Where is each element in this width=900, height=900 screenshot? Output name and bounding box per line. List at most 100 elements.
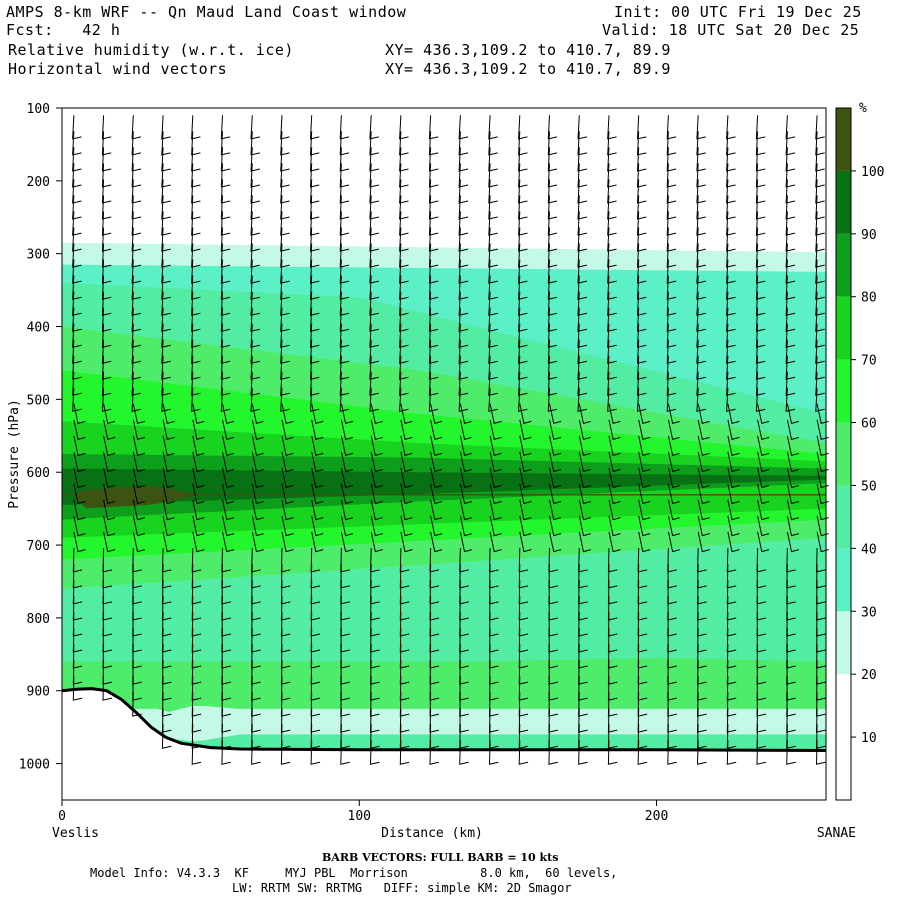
wind-barb [726, 195, 736, 220]
wind-barb [727, 531, 740, 553]
wind-barb [666, 131, 677, 156]
wind-barb [72, 195, 82, 220]
wind-barb [519, 483, 532, 505]
wind-barb [280, 195, 290, 220]
wind-barb [161, 195, 171, 220]
wind-barb [636, 355, 647, 380]
wind-barb [548, 740, 559, 765]
wind-barb [370, 515, 383, 537]
wind-barb [161, 275, 171, 300]
wind-barb [755, 323, 766, 348]
wind-barb [726, 243, 736, 268]
wind-barb [103, 531, 116, 553]
wind-barb [72, 355, 82, 380]
wind-barb [488, 179, 498, 204]
wind-barb [519, 451, 532, 473]
wind-barb [549, 435, 562, 457]
wind-barb [458, 387, 469, 412]
wind-barb [608, 515, 621, 537]
wind-barb [400, 403, 413, 425]
wind-barb [547, 227, 558, 252]
wind-barb [757, 499, 770, 521]
wind-barb [608, 403, 621, 425]
wind-barb [697, 483, 710, 505]
y-tick-label: 900 [27, 685, 50, 700]
wind-barb [489, 531, 502, 553]
wind-barb [339, 323, 350, 348]
wind-barb [131, 243, 142, 268]
wind-barb [667, 483, 681, 505]
wind-barb [488, 115, 498, 140]
wind-barb [428, 131, 439, 156]
wind-barb [161, 115, 171, 140]
wind-barb [340, 740, 350, 765]
wind-barb [72, 163, 82, 188]
wind-barb [755, 259, 766, 284]
wind-barb [577, 211, 588, 236]
wind-barb [458, 275, 469, 300]
wind-barb [577, 163, 588, 188]
terrain-outline [61, 687, 827, 752]
wind-barb [489, 499, 502, 521]
wind-barb [369, 275, 379, 300]
colorbar-tick-label: 60 [861, 417, 877, 432]
y-tick-label: 300 [27, 248, 50, 263]
wind-barb [547, 387, 558, 412]
colorbar-tick-label: 100 [861, 165, 884, 180]
wind-barb [192, 451, 205, 473]
wind-barb [280, 147, 290, 172]
wind-barb [192, 499, 205, 521]
wind-barb [607, 179, 617, 204]
wind-barb [309, 275, 320, 300]
wind-barb [220, 131, 231, 156]
wind-barb [785, 323, 796, 348]
wind-barb [756, 740, 767, 765]
wind-barb [727, 515, 740, 537]
wind-barb [727, 435, 740, 457]
wind-barb [785, 339, 796, 364]
wind-barb [489, 419, 502, 441]
wind-barb [696, 147, 706, 172]
wind-barb [192, 467, 205, 489]
field-label-wind: Horizontal wind vectors [8, 60, 228, 78]
wind-barb [785, 307, 796, 332]
colorbar-segment [836, 296, 851, 360]
wind-barb [220, 211, 231, 236]
wind-barb [488, 291, 498, 316]
wind-barb [369, 371, 379, 396]
wind-barb [161, 211, 171, 236]
wind-barb [755, 115, 766, 140]
wind-barb [488, 740, 499, 765]
valid-time: Valid: 18 UTC Sat 20 Dec 25 [602, 21, 860, 39]
wind-barb [430, 531, 443, 553]
wind-barb [251, 419, 264, 441]
wind-barb [577, 259, 588, 284]
wind-barb [72, 275, 82, 300]
wind-barb [131, 275, 142, 300]
wind-barb [400, 515, 413, 537]
wind-barb [726, 259, 736, 284]
wind-barb [727, 499, 740, 521]
wind-barb [636, 323, 647, 348]
wind-barb [132, 451, 145, 473]
wind-barb [280, 740, 291, 765]
wind-barb [309, 147, 320, 172]
wind-barb [131, 339, 142, 364]
wind-barb [161, 724, 172, 749]
wind-barb [757, 451, 770, 473]
wind-barb [280, 371, 290, 396]
wind-barb [815, 323, 825, 348]
wind-barb [72, 179, 82, 204]
wind-barb [309, 307, 320, 332]
wind-barb [220, 307, 231, 332]
wind-barb [131, 259, 142, 284]
wind-barb [309, 371, 320, 396]
wind-barb [428, 371, 439, 396]
wind-barb [607, 227, 617, 252]
wind-barb [161, 355, 171, 380]
wind-barb [755, 291, 766, 316]
wind-barb [489, 435, 502, 457]
wind-barb [785, 195, 796, 220]
wind-barb [369, 131, 379, 156]
wind-barb [191, 387, 201, 412]
